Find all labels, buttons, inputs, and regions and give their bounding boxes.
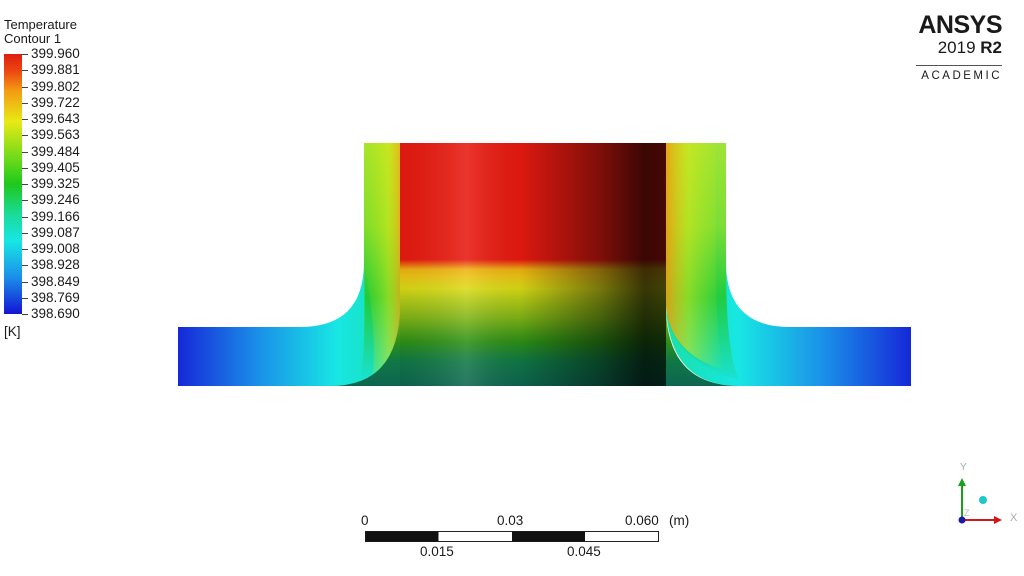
legend-tick-label: 399.722	[31, 94, 80, 110]
triad-x-label: X	[1010, 512, 1018, 524]
legend-tick-mark	[22, 184, 28, 185]
triad-arrows	[958, 478, 1002, 524]
legend-tick-mark	[22, 314, 28, 315]
legend-tick-label: 399.325	[31, 176, 80, 191]
legend-tick-label: 399.087	[31, 224, 80, 240]
scale-label-0060: 0.060	[625, 513, 659, 528]
logo-divider	[916, 65, 1002, 66]
triad-z-label: Z	[964, 508, 970, 518]
scale-unit: (m)	[669, 513, 690, 528]
legend-tick-label: 399.960	[31, 46, 80, 61]
legend-tick-label: 399.802	[31, 78, 80, 94]
legend-tick-mark	[22, 119, 28, 120]
logo-edition: ACADEMIC	[921, 70, 1002, 82]
logo-version-release: R2	[980, 38, 1002, 57]
legend-tick-label: 399.405	[31, 159, 80, 175]
legend-tick-mark	[22, 217, 28, 218]
unit-label: [K]	[4, 324, 21, 339]
legend-tick-label: 398.769	[31, 289, 80, 305]
legend-tick-label: 399.008	[31, 241, 80, 256]
legend-tick-label: 398.928	[31, 257, 80, 273]
legend-tick-mark	[22, 54, 28, 55]
legend-tick-mark	[22, 200, 28, 201]
axis-triad: Y Z X	[950, 462, 1024, 534]
logo-name: ANSYS	[918, 11, 1002, 39]
scale-label-0: 0	[361, 513, 369, 528]
legend-tick-mark	[22, 233, 28, 234]
legend: Temperature Contour 1 399.960 399.881 399.…	[4, 18, 124, 348]
triad-y-label: Y	[960, 462, 967, 473]
logo-version-year: 2019	[937, 38, 976, 57]
logo-version: 2019 R2	[938, 39, 1002, 57]
legend-tick-label: 399.166	[31, 208, 80, 224]
legend-tick-mark	[22, 70, 28, 71]
legend-tick-label: 398.849	[31, 273, 80, 289]
scale-label-003: 0.03	[497, 513, 524, 528]
color-bar	[4, 54, 22, 314]
legend-tick-label: 399.881	[31, 62, 80, 78]
left-channel	[178, 143, 404, 386]
scale-bar: 0 0.03 0.060 (m) 0.015 0.045	[360, 512, 700, 562]
legend-tick-label: 399.563	[31, 127, 80, 143]
legend-tick-mark	[22, 152, 28, 153]
scale-label-0015: 0.015	[420, 544, 454, 559]
legend-tick-mark	[22, 298, 28, 299]
legend-title: Temperature	[4, 17, 77, 32]
legend-tick-mark	[22, 135, 28, 136]
legend-tick-mark	[22, 249, 28, 250]
legend-tick-mark	[22, 168, 28, 169]
legend-tick-label: 399.643	[31, 111, 80, 126]
legend-tick-mark	[22, 265, 28, 266]
ansys-logo: ANSYS 2019 R2 ACADEMIC	[910, 12, 1002, 87]
legend-subtitle: Contour 1	[4, 31, 62, 46]
legend-tick-label: 398.690	[31, 306, 80, 321]
legend-tick-mark	[22, 282, 28, 283]
legend-tick-mark	[22, 103, 28, 104]
legend-tick-mark	[22, 87, 28, 88]
scale-bar-blocks	[365, 531, 659, 542]
scale-label-0045: 0.045	[567, 544, 601, 559]
legend-tick-label: 399.484	[31, 143, 80, 159]
legend-tick-label: 399.246	[31, 192, 80, 208]
